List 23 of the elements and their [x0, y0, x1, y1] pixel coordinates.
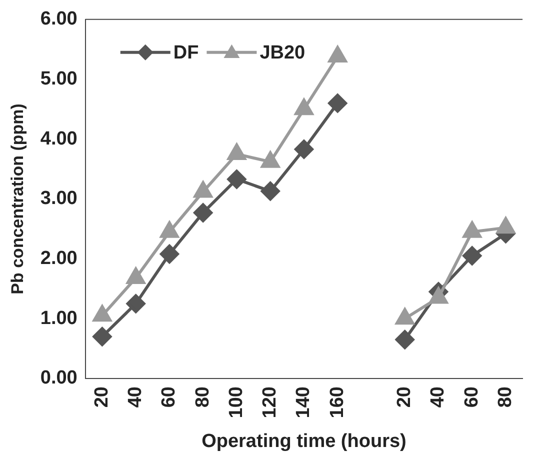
y-tick-label: 5.00 [40, 68, 78, 90]
y-tick-label: 6.00 [40, 8, 78, 30]
y-axis-title: Pb concentration (ppm) [8, 104, 27, 294]
x-tick-label: 120 [260, 386, 281, 418]
y-tick-label: 1.00 [40, 308, 78, 329]
x-tick-label: 100 [226, 386, 247, 418]
x-tick-label: 140 [293, 386, 314, 418]
legend-label: JB20 [260, 42, 306, 64]
x-tick-label: 40 [125, 386, 146, 408]
y-tick-label: 4.00 [40, 128, 78, 150]
y-tick-label: 3.00 [40, 188, 78, 210]
x-tick-label: 80 [192, 386, 214, 408]
x-tick-label: 60 [158, 386, 180, 408]
x-tick-label: 40 [428, 386, 449, 408]
x-axis-title: Operating time (hours) [202, 430, 406, 452]
x-tick-label: 160 [326, 386, 348, 418]
y-tick-label: 0.00 [40, 368, 78, 389]
x-tick-label: 20 [91, 386, 112, 408]
x-tick-label: 80 [494, 386, 516, 408]
x-tick-label: 20 [394, 386, 416, 408]
x-tick-label: 60 [461, 386, 482, 408]
y-tick-label: 2.00 [40, 248, 78, 270]
legend-label: DF [173, 42, 199, 64]
